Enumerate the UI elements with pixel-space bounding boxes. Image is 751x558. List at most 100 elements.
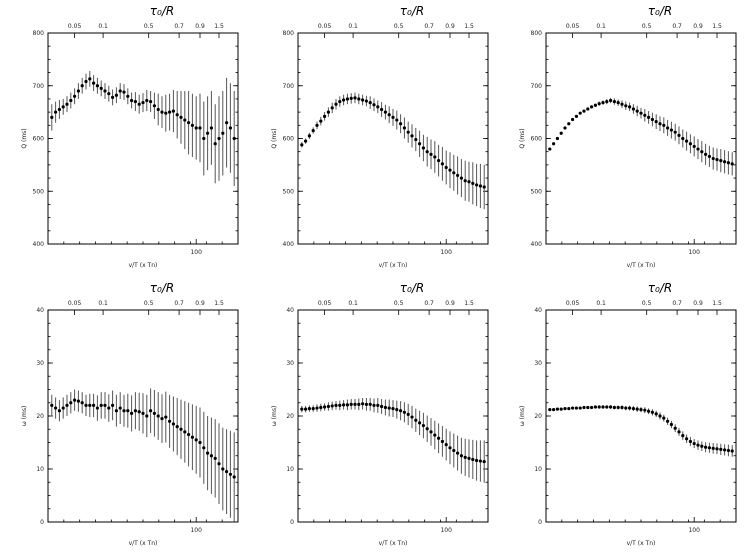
data-point (323, 114, 327, 118)
top-tick-label: 0.7 (424, 23, 434, 30)
data-point (456, 173, 460, 178)
plot-frame (297, 32, 489, 245)
data-point (715, 158, 719, 162)
data-point (311, 128, 315, 133)
data-point (463, 455, 467, 459)
data-point (152, 104, 156, 108)
data-point (372, 103, 376, 107)
data-point (73, 94, 77, 98)
data-point (563, 406, 567, 411)
data-point (217, 136, 221, 141)
data-point (228, 126, 232, 130)
data-point (647, 115, 651, 119)
data-point (80, 84, 84, 88)
data-point (704, 152, 708, 156)
data-point (719, 159, 723, 163)
y-tick-label: 500 (531, 188, 543, 195)
data-point (552, 142, 556, 146)
data-point (187, 121, 191, 125)
data-point (548, 408, 552, 412)
data-point (643, 408, 647, 412)
data-point (723, 448, 727, 452)
data-point (65, 403, 69, 407)
data-point (376, 403, 380, 407)
data-point (326, 110, 330, 114)
data-point (323, 405, 327, 409)
data-point (467, 456, 471, 460)
x-tick-label: 100 (440, 249, 452, 256)
data-point (433, 155, 437, 159)
y-tick-label: 20 (286, 413, 294, 420)
y-tick-label: 30 (286, 360, 294, 367)
y-tick-label: 700 (531, 83, 543, 90)
data-point (662, 416, 666, 420)
top-tick-label: 0.05 (318, 23, 332, 30)
data-point (137, 410, 141, 414)
data-point (361, 98, 365, 102)
series-1 (300, 397, 486, 483)
top-tick-label: 0.05 (566, 300, 580, 307)
data-point (171, 422, 175, 426)
data-point (406, 130, 410, 134)
data-point (601, 405, 605, 409)
data-point (206, 131, 210, 135)
data-point (597, 405, 601, 409)
data-point (635, 109, 639, 113)
data-point (319, 119, 323, 123)
top-tick-label: 1.5 (712, 300, 722, 307)
y-tick-label: 20 (36, 413, 44, 420)
top-tick-label: 0.5 (394, 23, 404, 30)
data-point (391, 115, 395, 119)
data-point (149, 409, 153, 413)
data-point (555, 136, 560, 141)
data-point (688, 142, 693, 146)
panel-5: 0 10 20 30 40 0.05 0.1 0.5 0.7 0.9 1.5 τ₀/R 100 v/T (… (271, 281, 489, 547)
data-point (612, 405, 617, 410)
data-point (118, 406, 122, 410)
data-point (202, 446, 206, 450)
data-point (555, 407, 560, 411)
y-tick-label: 30 (534, 360, 542, 367)
data-point (361, 402, 365, 406)
y-tick-label: 10 (534, 466, 542, 473)
data-point (326, 404, 330, 409)
data-point (563, 126, 567, 130)
data-point (171, 109, 175, 113)
data-point (353, 402, 357, 406)
data-point (380, 107, 384, 112)
data-point (307, 406, 311, 411)
data-point (95, 84, 99, 88)
data-point (654, 412, 658, 416)
data-point (304, 139, 308, 143)
data-point (209, 126, 213, 130)
data-point (628, 105, 632, 109)
data-point (567, 122, 571, 126)
y-tick-label: 40 (36, 307, 44, 314)
data-point (452, 171, 456, 175)
data-point (620, 405, 624, 410)
x-axis-label: v/T (x Tn) (627, 262, 656, 269)
data-point (711, 156, 715, 161)
y-tick-label: 800 (283, 30, 295, 37)
data-point (349, 402, 353, 406)
data-point (92, 403, 96, 407)
data-point (459, 176, 463, 180)
x-axis-label: v/T (x Tn) (627, 540, 656, 547)
data-point (190, 435, 194, 439)
data-point (605, 405, 609, 409)
data-point (130, 98, 134, 103)
data-point (330, 404, 334, 408)
data-point (459, 454, 463, 458)
top-tick-label: 0.05 (318, 300, 332, 307)
top-axis-title: τ₀/R (648, 281, 672, 295)
data-point (429, 152, 433, 156)
data-point (141, 411, 145, 415)
data-point (475, 183, 479, 187)
data-point (357, 97, 361, 101)
x-tick-label: 100 (440, 527, 452, 534)
panel-1: 400 500 600 700 800 0.05 0.1 0.5 0.7 0.9 1.5 τ₀/R 10… (21, 4, 239, 269)
data-point (666, 419, 670, 423)
y-tick-label: 30 (36, 360, 44, 367)
data-point (175, 113, 179, 117)
series-1 (548, 97, 734, 176)
